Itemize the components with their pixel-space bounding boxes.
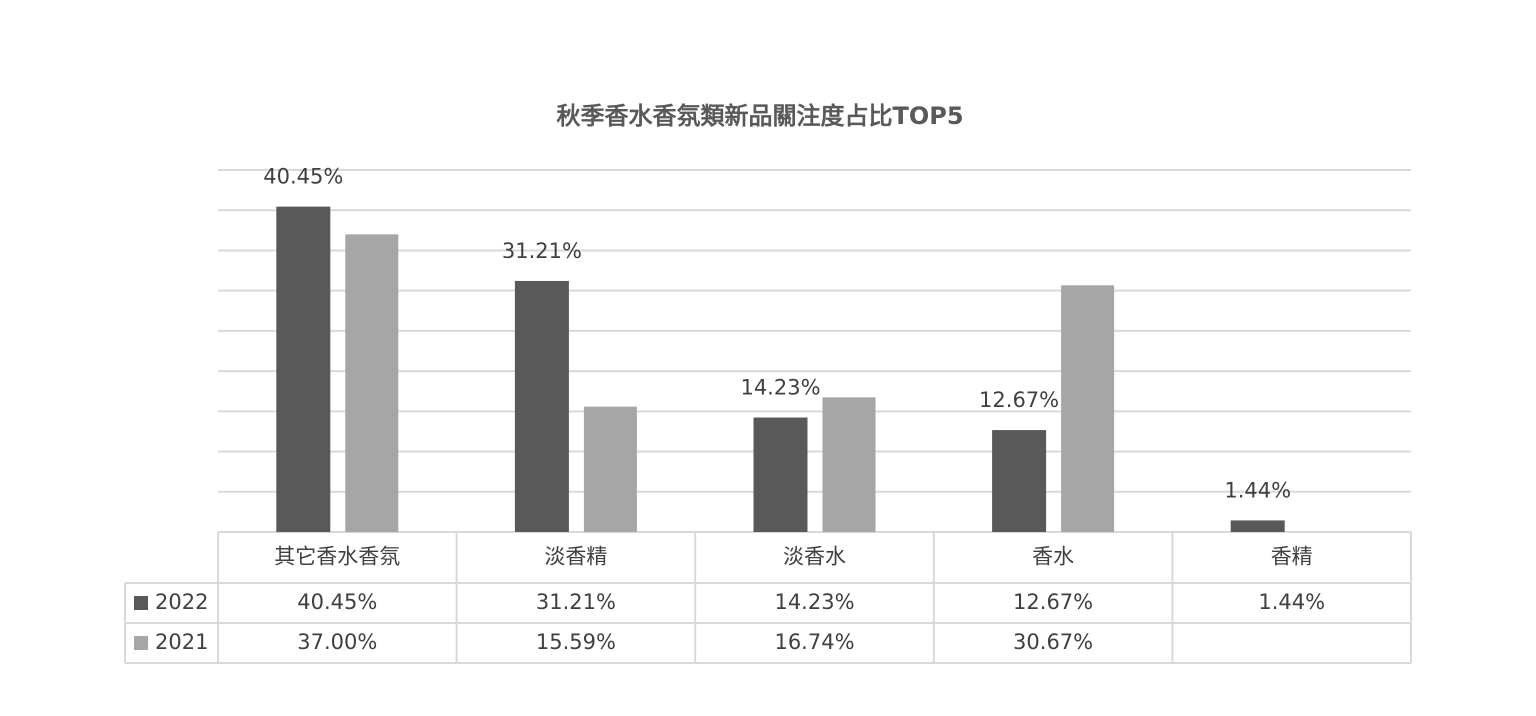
data-label: 1.44% <box>1224 478 1291 502</box>
chart-title: 秋季香水香氛類新品關注度占比TOP5 <box>556 102 963 130</box>
x-tick-label: 淡香水 <box>783 545 846 569</box>
bar <box>276 206 331 532</box>
bar <box>514 280 569 532</box>
table-cell: 31.21% <box>536 590 616 614</box>
table-cell: 15.59% <box>536 630 616 654</box>
table-cell: 1.44% <box>1258 590 1325 614</box>
table-cell: 12.67% <box>1013 590 1093 614</box>
bar <box>1061 285 1115 532</box>
legend-label: 2022 <box>155 590 208 614</box>
x-tick-label: 淡香精 <box>544 545 607 569</box>
bar <box>345 234 399 532</box>
bar <box>822 397 876 532</box>
x-tick-label: 香精 <box>1271 545 1313 569</box>
table-cell: 16.74% <box>774 630 854 654</box>
data-label: 40.45% <box>263 165 343 189</box>
data-label: 31.21% <box>502 239 582 263</box>
x-tick-label: 香水 <box>1032 545 1074 569</box>
bar <box>753 417 808 532</box>
table-cell: 30.67% <box>1013 630 1093 654</box>
legend-swatch <box>134 636 148 650</box>
x-tick-label: 其它香水香氛 <box>274 545 400 569</box>
bar <box>583 406 637 532</box>
legend-label: 2021 <box>155 630 208 654</box>
table-cell: 37.00% <box>297 630 377 654</box>
data-label: 12.67% <box>979 388 1059 412</box>
legend-swatch <box>134 596 148 610</box>
table-cell: 14.23% <box>774 590 854 614</box>
bar <box>992 430 1047 532</box>
table-cell: 40.45% <box>297 590 377 614</box>
bar <box>1230 520 1285 532</box>
data-label: 14.23% <box>740 376 820 400</box>
